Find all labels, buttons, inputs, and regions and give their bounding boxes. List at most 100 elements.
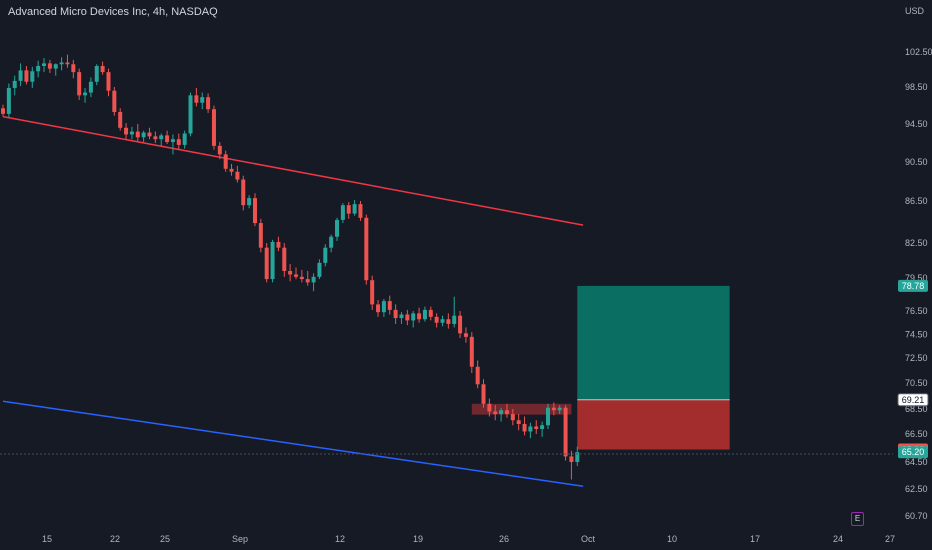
candle [77,68,82,100]
candle-body [428,309,433,317]
candle [1,104,5,117]
time-axis-label: 15 [42,534,52,544]
candle-body [452,315,457,324]
candle-body [323,247,328,263]
candle [12,75,17,96]
candle-body [299,276,304,280]
candle-body [352,204,357,214]
time-axis-label: 27 [885,534,895,544]
price-tag [898,279,928,292]
candle-body [364,217,369,281]
currency-label[interactable]: USD [905,6,925,16]
candle [335,217,340,241]
candle-body [36,66,41,72]
candle-body [434,316,439,323]
candle [458,311,463,339]
candle [165,130,170,144]
candle-body [165,135,170,143]
price-axis-label: 102.50 [905,47,932,57]
candle [428,306,433,321]
candle [42,58,47,73]
price-axis-label: 68.50 [905,404,928,414]
candle-body [153,136,158,140]
candle-body [329,236,334,248]
candle-body [247,198,252,206]
candle [352,200,357,216]
candle [223,150,228,172]
candle-body [252,198,257,224]
candle [422,306,427,322]
candle [88,77,93,98]
candle-body [135,131,140,138]
candle-body [24,70,29,82]
candle-body [65,62,70,65]
candle-body [569,456,574,462]
trendlines[interactable] [2,115,584,488]
candle-body [100,66,105,73]
candle-body [88,81,93,93]
candle [235,165,240,183]
resistance-box[interactable] [471,403,572,415]
candle-body [335,219,340,237]
candle [112,87,117,116]
candle [24,66,29,85]
price-axis[interactable]: 102.50 98.50 94.50 90.50 86.50 82.50 79.50 76.5… [905,47,932,521]
candle [264,243,269,283]
candle-body [340,205,345,220]
candle [65,54,70,68]
candle-body [129,131,134,135]
time-axis-label: 17 [750,534,760,544]
earnings-marker[interactable]: E [851,512,864,526]
candle [417,307,422,323]
candle-body [376,304,381,313]
candle [206,93,211,113]
candle [211,105,216,150]
candle-body [59,62,64,65]
candle-body [18,70,23,81]
candle-body [516,420,521,424]
candle-body [77,72,82,96]
candle [516,414,521,431]
candle-body [170,139,175,143]
candle-body [534,426,539,429]
candle [106,68,111,97]
candle-body [176,139,181,145]
candle [299,269,304,283]
upper-trendline[interactable] [2,115,584,226]
candle [36,60,41,78]
candle-body [71,64,76,73]
candle-body [522,424,527,432]
candle [30,66,35,88]
time-axis-label: 25 [160,534,170,544]
candle [534,420,539,434]
candle-body [411,313,416,321]
candle [463,327,468,343]
target-zone[interactable] [577,285,730,400]
time-axis[interactable]: 15 22 25 Sep 12 19 26 Oct 10 17 24 27 [42,534,895,544]
candle [411,311,416,328]
candle [551,402,556,416]
candle [393,304,398,324]
candle-body [194,95,199,103]
candle [528,422,533,439]
symbol-title[interactable]: Advanced Micro Devices Inc, 4h, NASDAQ [8,6,218,18]
candle-body [6,87,11,114]
candle [170,134,175,155]
candle-body [112,90,117,112]
candle-body [493,411,498,414]
candle [364,214,369,285]
candle-body [94,66,99,82]
candle-body [346,205,351,214]
lower-trendline[interactable] [2,400,584,488]
stop-zone[interactable] [577,399,730,450]
price-tag-label: 69.21 [902,395,925,405]
candle [381,298,386,317]
candle-body [475,366,480,385]
candle [358,201,363,221]
candle-body [223,154,228,169]
candle [194,87,199,107]
candle [188,92,193,137]
candle [247,195,252,209]
candle [510,409,515,426]
